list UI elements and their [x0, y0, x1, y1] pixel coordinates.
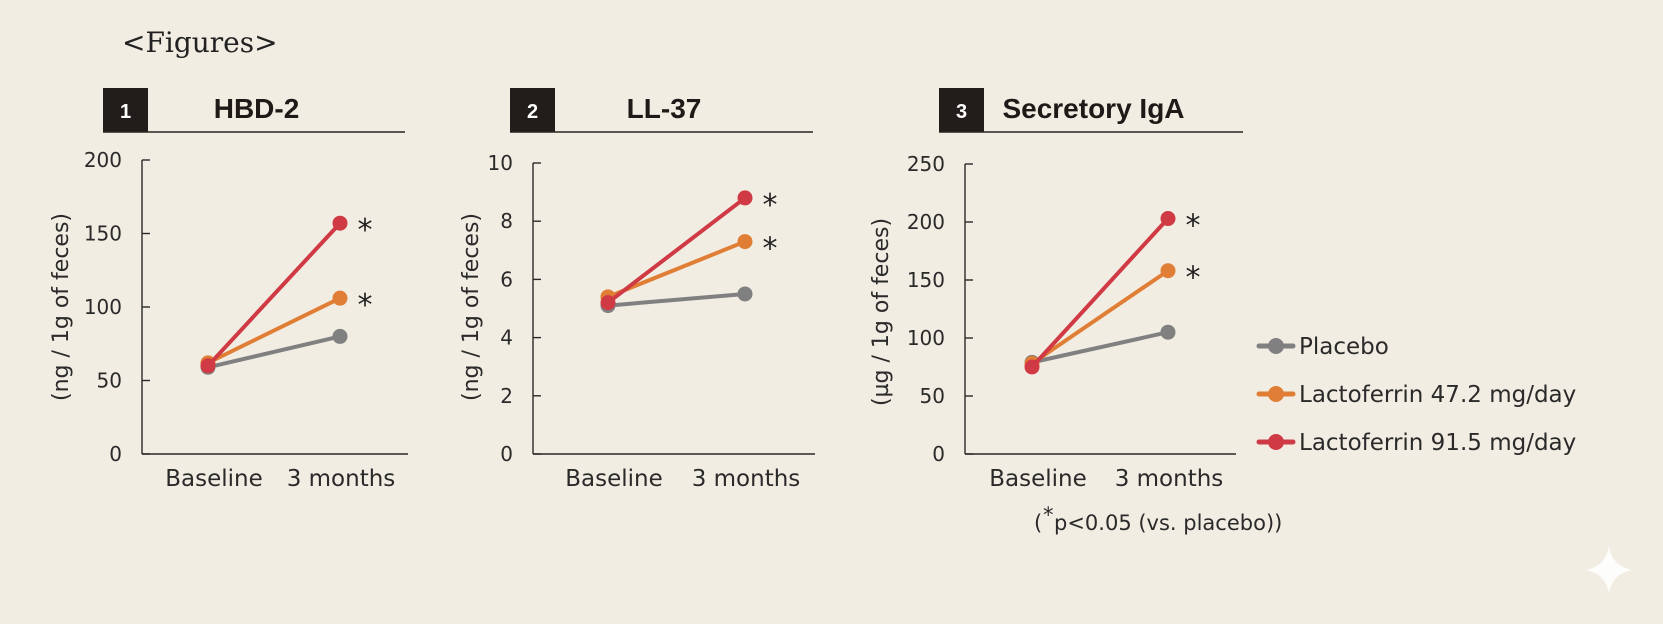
x-category-label: Baseline	[165, 466, 263, 492]
legend-label: Lactoferrin 91.5 mg/day	[1299, 430, 1576, 456]
panel-number: 2	[527, 101, 538, 123]
y-tick-label: 2	[500, 384, 513, 408]
x-category-label: 3 months	[287, 466, 396, 492]
y-tick-label: 150	[907, 268, 945, 292]
significance-star: *	[763, 188, 778, 223]
legend-label: Lactoferrin 47.2 mg/day	[1299, 382, 1576, 408]
panel-number-box	[510, 88, 555, 132]
y-tick-label: 250	[907, 152, 945, 176]
panel-number: 1	[120, 101, 131, 123]
data-point-baseline	[600, 295, 616, 311]
x-category-label: Baseline	[989, 466, 1087, 492]
y-tick-label: 50	[97, 369, 122, 393]
series-line	[606, 195, 747, 305]
data-point-3-months	[332, 290, 348, 306]
data-point-baseline	[1024, 359, 1040, 375]
series-line	[206, 334, 342, 370]
legend-swatch-dot	[1268, 386, 1284, 402]
significance-star: *	[763, 232, 778, 267]
data-point-3-months	[737, 234, 753, 250]
data-point-3-months	[737, 286, 753, 302]
x-category-label: 3 months	[692, 466, 801, 492]
data-point-3-months	[1160, 211, 1176, 227]
y-tick-label: 100	[907, 326, 945, 350]
data-point-baseline	[200, 358, 216, 374]
legend-swatch-dot	[1268, 434, 1284, 450]
footnote-text: p<0.05 (vs. placebo))	[1054, 511, 1282, 535]
y-tick-label: 50	[920, 384, 945, 408]
series-line	[1030, 216, 1170, 369]
footnote-star: *	[1043, 503, 1054, 527]
y-axis-label: (ng / 1g of feces)	[459, 213, 484, 401]
panel-number-box	[103, 88, 148, 132]
panel-title: Secretory IgA	[1002, 93, 1184, 124]
data-point-3-months	[1160, 324, 1176, 340]
y-axis-label: (ng / 1g of feces)	[49, 213, 74, 401]
panel-number: 3	[956, 101, 967, 123]
y-tick-label: 0	[500, 442, 513, 466]
y-tick-label: 0	[109, 442, 122, 466]
panel-title: LL-37	[627, 93, 702, 124]
footnote-open-paren: (	[1034, 511, 1042, 535]
legend-swatch-dot	[1268, 338, 1284, 354]
data-point-3-months	[332, 215, 348, 231]
panel-number-box	[939, 88, 984, 132]
series-line	[1030, 330, 1170, 365]
y-tick-label: 6	[500, 267, 513, 291]
y-tick-label: 8	[500, 209, 513, 233]
series-line	[206, 296, 342, 365]
sparkle-icon	[1586, 546, 1632, 594]
significance-star: *	[1186, 209, 1201, 244]
y-tick-label: 100	[84, 295, 122, 319]
series-line	[206, 221, 342, 368]
y-tick-label: 150	[84, 222, 122, 246]
x-category-label: Baseline	[565, 466, 663, 492]
y-tick-label: 4	[500, 326, 513, 350]
series-line	[1030, 268, 1170, 366]
significance-star: *	[358, 288, 373, 323]
y-tick-label: 0	[932, 442, 945, 466]
data-point-3-months	[1160, 263, 1176, 279]
y-axis-label: (µg / 1g of feces)	[869, 218, 894, 406]
x-category-label: 3 months	[1115, 466, 1224, 492]
y-tick-label: 200	[84, 148, 122, 172]
significance-star: *	[358, 213, 373, 248]
data-point-3-months	[332, 328, 348, 344]
y-tick-label: 10	[488, 151, 513, 175]
significance-star: *	[1186, 261, 1201, 296]
panel-title: HBD-2	[214, 93, 300, 124]
legend-label: Placebo	[1299, 334, 1389, 360]
figures-heading: <Figures>	[122, 26, 278, 59]
series-line	[606, 291, 747, 308]
data-point-3-months	[737, 190, 753, 206]
y-tick-label: 200	[907, 210, 945, 234]
